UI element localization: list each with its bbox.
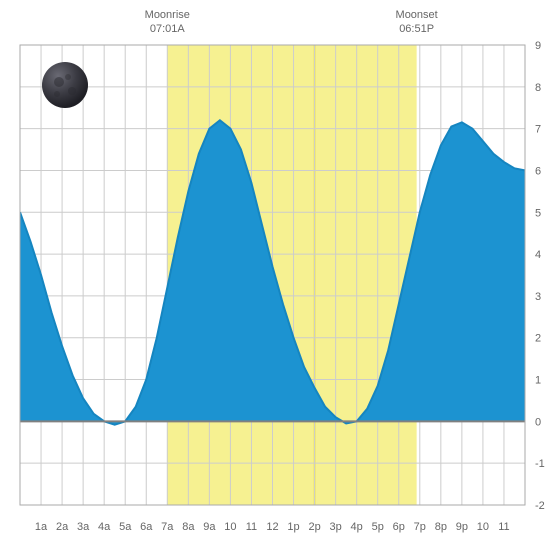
x-tick-label: 8p (435, 521, 447, 533)
x-tick-label: 8a (182, 521, 195, 533)
moonset-time: 06:51P (399, 23, 434, 35)
y-tick-label: 0 (535, 416, 541, 428)
x-tick-label: 3p (330, 521, 342, 533)
tide-chart: 1a2a3a4a5a6a7a8a9a1011121p2p3p4p5p6p7p8p… (0, 0, 550, 550)
x-tick-label: 7a (161, 521, 174, 533)
x-tick-label: 2a (56, 521, 69, 533)
moonrise-time: 07:01A (150, 23, 186, 35)
x-tick-label: 7p (414, 521, 426, 533)
x-tick-label: 5a (119, 521, 132, 533)
y-tick-label: 1 (535, 375, 541, 387)
x-tick-label: 6a (140, 521, 153, 533)
y-tick-label: 9 (535, 40, 541, 52)
x-tick-label: 3a (77, 521, 90, 533)
x-tick-label: 11 (246, 521, 257, 533)
y-tick-label: 3 (535, 291, 541, 303)
y-tick-label: 8 (535, 82, 541, 94)
x-tick-label: 2p (308, 521, 320, 533)
y-tick-label: 7 (535, 124, 541, 136)
x-tick-label: 4a (98, 521, 111, 533)
x-tick-label: 10 (477, 521, 489, 533)
y-tick-label: -1 (535, 458, 545, 470)
y-tick-label: 2 (535, 333, 541, 345)
moonrise-label: Moonrise (145, 9, 190, 21)
x-tick-label: 1a (35, 521, 48, 533)
x-tick-label: 9a (203, 521, 216, 533)
y-tick-label: 6 (535, 165, 541, 177)
moon-icon (42, 62, 88, 108)
x-tick-label: 4p (351, 521, 363, 533)
y-tick-label: 4 (535, 249, 541, 261)
chart-svg: 1a2a3a4a5a6a7a8a9a1011121p2p3p4p5p6p7p8p… (0, 0, 550, 550)
x-tick-label: 12 (266, 521, 278, 533)
moonset-label: Moonset (396, 9, 438, 21)
y-tick-label: 5 (535, 207, 541, 219)
y-tick-label: -2 (535, 500, 545, 512)
x-tick-label: 9p (456, 521, 468, 533)
x-tick-label: 6p (393, 521, 405, 533)
x-tick-label: 11 (498, 521, 509, 533)
x-tick-label: 5p (372, 521, 384, 533)
x-tick-label: 10 (224, 521, 236, 533)
x-tick-label: 1p (287, 521, 299, 533)
